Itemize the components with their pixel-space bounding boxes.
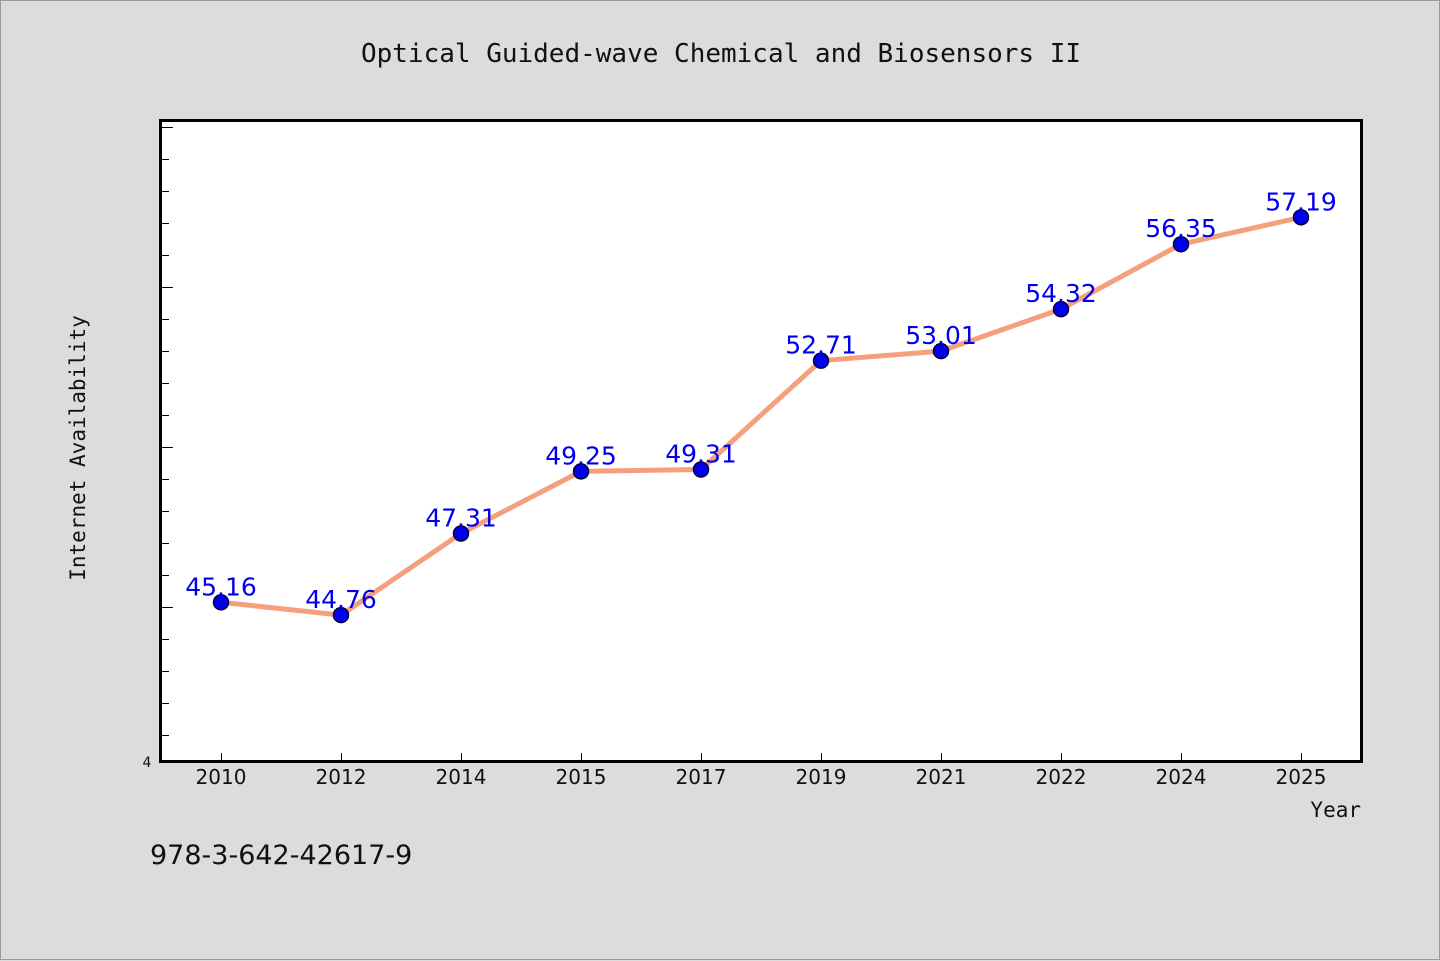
x-axis-ticks: 2010 2012 2014 2015 2017 2019 2021 2022 2024 2025 xyxy=(196,753,1327,789)
series-line xyxy=(218,214,1304,618)
data-point xyxy=(1292,209,1310,226)
isbn-label: 978-3-642-42617-9 xyxy=(150,840,412,871)
chart-title: Optical Guided-wave Chemical and Biosens… xyxy=(361,39,1081,69)
x-tick-label: 2012 xyxy=(316,765,367,789)
x-tick-label: 2014 xyxy=(436,765,487,789)
data-point xyxy=(1172,235,1190,253)
x-tick-label: 2017 xyxy=(676,765,727,789)
data-label: 49.25 xyxy=(545,441,617,470)
data-point xyxy=(692,461,710,478)
data-label: 54.32 xyxy=(1025,279,1097,308)
data-label: 49.31 xyxy=(665,439,737,468)
x-tick-label: 2010 xyxy=(196,765,247,789)
data-label: 52.71 xyxy=(785,331,857,360)
data-point xyxy=(452,525,470,542)
data-label: 56.35 xyxy=(1145,214,1217,243)
x-tick-label: 2025 xyxy=(1276,765,1327,789)
data-point xyxy=(572,463,590,480)
data-label: 53.01 xyxy=(905,321,977,350)
series-group: 45.16 44.76 47.31 49.25 49.31 52.71 53.01 54.32… xyxy=(185,187,1337,624)
data-label: 57.19 xyxy=(1265,187,1337,216)
data-label: 44.76 xyxy=(305,585,377,614)
y-axis-ticks xyxy=(160,127,173,736)
data-point xyxy=(1052,300,1070,318)
data-point xyxy=(932,342,950,360)
x-tick-label: 2022 xyxy=(1036,765,1087,789)
data-label: 47.31 xyxy=(425,503,497,532)
y-axis-label: Internet Availability xyxy=(66,315,90,581)
x-axis-label: Year xyxy=(1310,798,1361,822)
x-tick-label: 2024 xyxy=(1156,765,1207,789)
data-point xyxy=(812,352,830,369)
x-tick-label: 2019 xyxy=(796,765,847,789)
y-tick-label: 4 xyxy=(143,755,152,771)
plot-area xyxy=(159,119,1363,763)
x-tick-label: 2015 xyxy=(556,765,607,789)
data-label: 45.16 xyxy=(185,572,257,601)
data-point xyxy=(212,594,230,611)
data-point xyxy=(332,606,350,624)
x-tick-label: 2021 xyxy=(916,765,967,789)
